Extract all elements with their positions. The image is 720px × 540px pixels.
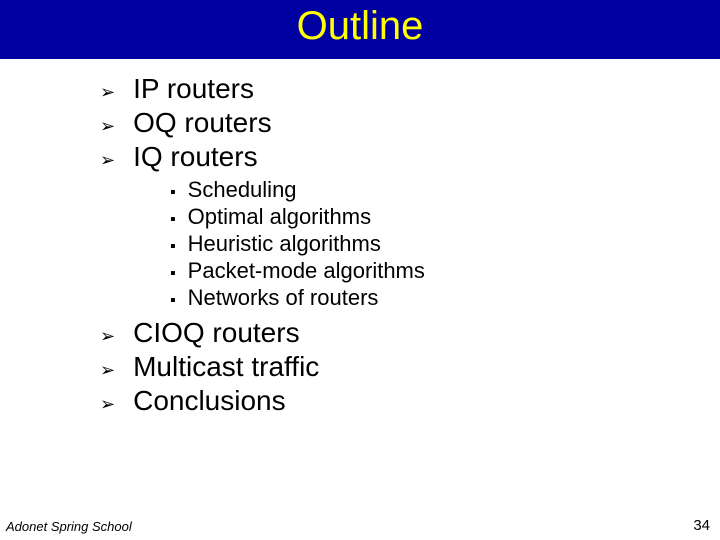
footer-left: Adonet Spring School xyxy=(6,519,132,534)
square-bullet-icon: ▪ xyxy=(170,184,176,202)
title-bar: Outline xyxy=(0,0,720,59)
list-item-label: Optimal algorithms xyxy=(188,204,371,230)
list-item: ▪ Packet-mode algorithms xyxy=(170,258,720,284)
list-item: ▪ Networks of routers xyxy=(170,285,720,311)
list-item-label: OQ routers xyxy=(133,107,271,139)
list-item: ▪ Optimal algorithms xyxy=(170,204,720,230)
list-item: ➢ OQ routers xyxy=(100,107,720,139)
triangle-bullet-icon: ➢ xyxy=(100,360,115,381)
square-bullet-icon: ▪ xyxy=(170,211,176,229)
triangle-bullet-icon: ➢ xyxy=(100,326,115,347)
list-item: ➢ IP routers xyxy=(100,73,720,105)
triangle-bullet-icon: ➢ xyxy=(100,82,115,103)
outline-content: ➢ IP routers ➢ OQ routers ➢ IQ routers ▪… xyxy=(0,59,720,417)
list-item: ▪ Heuristic algorithms xyxy=(170,231,720,257)
list-item-label: Packet-mode algorithms xyxy=(188,258,425,284)
square-bullet-icon: ▪ xyxy=(170,292,176,310)
triangle-bullet-icon: ➢ xyxy=(100,116,115,137)
square-bullet-icon: ▪ xyxy=(170,265,176,283)
list-item-label: Scheduling xyxy=(188,177,297,203)
list-item: ▪ Scheduling xyxy=(170,177,720,203)
list-item-label: CIOQ routers xyxy=(133,317,299,349)
triangle-bullet-icon: ➢ xyxy=(100,150,115,171)
list-item-label: Multicast traffic xyxy=(133,351,319,383)
list-item: ➢ Multicast traffic xyxy=(100,351,720,383)
slide-number: 34 xyxy=(693,517,710,534)
list-item: ➢ IQ routers xyxy=(100,141,720,173)
list-item-label: Networks of routers xyxy=(188,285,379,311)
list-item-label: IQ routers xyxy=(133,141,257,173)
square-bullet-icon: ▪ xyxy=(170,238,176,256)
list-item-label: Conclusions xyxy=(133,385,286,417)
sublist: ▪ Scheduling ▪ Optimal algorithms ▪ Heur… xyxy=(100,177,720,311)
list-item-label: Heuristic algorithms xyxy=(188,231,381,257)
triangle-bullet-icon: ➢ xyxy=(100,394,115,415)
list-item: ➢ Conclusions xyxy=(100,385,720,417)
slide-title: Outline xyxy=(297,4,424,48)
list-item-label: IP routers xyxy=(133,73,254,105)
list-item: ➢ CIOQ routers xyxy=(100,317,720,349)
